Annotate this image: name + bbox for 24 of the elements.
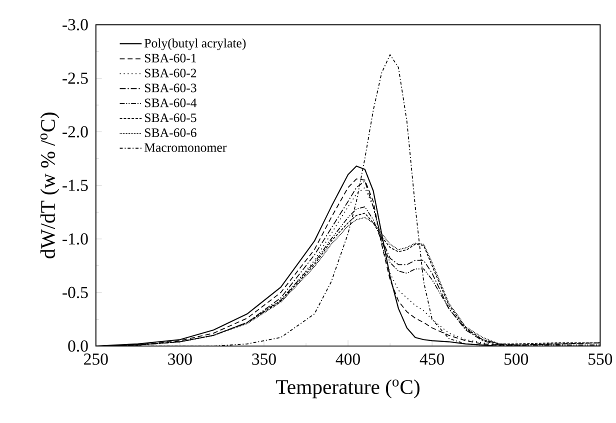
- legend-label: Macromonomer: [144, 143, 227, 152]
- x-tick-label: 550: [588, 353, 612, 365]
- y-axis-title: dW/dT (w % /$^{o}$C): [40, 112, 60, 258]
- legend-label: SBA-60-1: [144, 54, 196, 62]
- legend-label: SBA-60-4: [144, 98, 197, 108]
- x-tick-label: 300: [168, 353, 192, 365]
- y-tick-label: -2.5: [62, 72, 88, 84]
- legend-label: SBA-60-3: [144, 84, 196, 92]
- y-tick-label: -1.0: [62, 233, 88, 245]
- x-tick-label: 500: [504, 353, 528, 365]
- y-tick-label: -2.0: [62, 126, 88, 138]
- y-tick-label: -3.0: [62, 18, 88, 30]
- y-tick-label: -0.5: [62, 286, 88, 298]
- y-tick-label: -1.5: [62, 180, 88, 191]
- legend-label: Poly(butyl acrylate): [144, 38, 246, 50]
- x-axis-title: Temperature ($^{o}$C): [276, 379, 420, 398]
- legend-label: SBA-60-5: [144, 113, 196, 122]
- x-tick-label: 400: [336, 353, 360, 365]
- legend-label: SBA-60-2: [144, 68, 196, 78]
- x-tick-label: 250: [84, 353, 108, 365]
- y-tick-label: 0.0: [68, 340, 88, 352]
- legend-label: SBA-60-6: [144, 128, 196, 137]
- x-tick-label: 450: [420, 353, 444, 365]
- x-tick-label: 350: [252, 353, 276, 365]
